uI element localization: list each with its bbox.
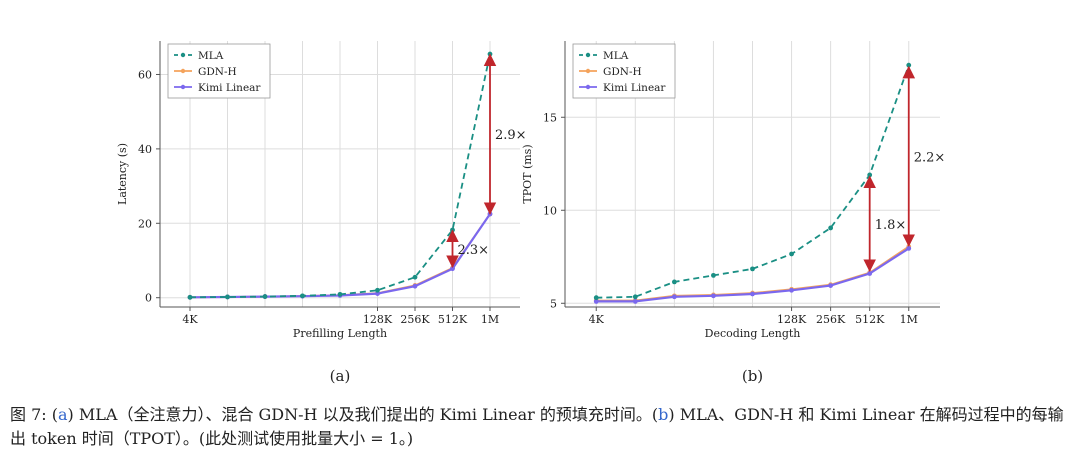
- data-point-mla: [300, 293, 305, 299]
- caption-part-a: ) MLA（全注意力）、混合 GDN-H 以及我们提出的 Kimi Linear…: [67, 405, 659, 424]
- data-point-mla: [750, 266, 755, 272]
- legend-marker-kimi-linear: [180, 84, 186, 90]
- caption-part-b: ) MLA、GDN-H 和 Kimi Linear 在解码过程中的每输出 tok…: [10, 405, 1064, 448]
- data-point-kimi-linear: [671, 294, 677, 300]
- x-tick-label: 512K: [855, 313, 885, 326]
- data-point-kimi-linear: [412, 283, 418, 289]
- data-point-mla: [906, 62, 912, 68]
- x-tick-label: 128K: [777, 313, 807, 326]
- y-tick-label: 20: [138, 217, 152, 230]
- x-tick-label: 4K: [182, 313, 198, 326]
- speedup-label: 2.3×: [458, 243, 490, 258]
- x-tick-label: 128K: [363, 313, 393, 326]
- y-tick-label: 40: [138, 143, 152, 156]
- data-point-mla: [375, 287, 380, 293]
- legend-label-kimi-linear: Kimi Linear: [198, 82, 261, 94]
- y-tick-label: 5: [550, 297, 557, 310]
- x-axis-label: Decoding Length: [705, 327, 801, 340]
- y-tick-label: 0: [145, 292, 152, 305]
- legend-label-gdn-h: GDN-H: [198, 66, 237, 78]
- data-point-kimi-linear: [906, 246, 912, 251]
- data-point-mla: [187, 294, 193, 300]
- legend-marker-mla: [585, 52, 591, 58]
- data-point-mla: [225, 294, 230, 300]
- data-point-kimi-linear: [593, 299, 599, 304]
- data-point-kimi-linear: [375, 291, 380, 297]
- legend-marker-gdn-h: [180, 68, 186, 74]
- speedup-label: 1.8×: [875, 218, 907, 233]
- legend-marker-gdn-h: [585, 68, 591, 74]
- legend-marker-kimi-linear: [585, 84, 591, 90]
- data-point-mla: [711, 272, 716, 278]
- x-tick-label: 256K: [400, 313, 430, 326]
- data-point-mla: [593, 295, 599, 301]
- data-point-mla: [671, 279, 677, 285]
- y-tick-label: 15: [543, 111, 557, 124]
- speedup-label: 2.9×: [495, 128, 527, 143]
- chart-panel-a: 0 20 40 60 4K 128K 256K 512K 1M Prefilling Length…: [116, 41, 527, 385]
- caption-prefix: 图 7: (: [10, 405, 58, 424]
- x-tick-label: 1M: [481, 313, 499, 326]
- panel-label: (a): [330, 367, 351, 385]
- data-point-kimi-linear: [867, 271, 873, 276]
- panel-label: (b): [742, 367, 763, 385]
- y-tick-label: 60: [138, 68, 152, 81]
- data-point-mla: [337, 291, 343, 297]
- data-point-kimi-linear: [789, 287, 794, 293]
- figure: 0 20 40 60 4K 128K 256K 512K 1M Prefilling Length…: [116, 41, 945, 385]
- y-tick-label: 10: [543, 204, 557, 217]
- data-point-mla: [867, 172, 873, 178]
- data-point-mla: [412, 274, 418, 280]
- data-point-kimi-linear: [450, 266, 455, 272]
- data-point-mla: [632, 294, 638, 300]
- y-axis-label: Latency (s): [116, 143, 129, 205]
- speedup-label: 2.2×: [914, 150, 946, 165]
- data-point-kimi-linear: [750, 291, 755, 297]
- legend-label-mla: MLA: [198, 50, 224, 62]
- data-point-kimi-linear: [828, 283, 834, 289]
- chart-panel-b: 5 10 15 4K 128K 256K 512K 1M Decoding Length TPOT…: [521, 41, 945, 385]
- x-axis-label: Prefilling Length: [293, 327, 387, 340]
- x-tick-label: 4K: [589, 313, 605, 326]
- data-point-mla: [789, 251, 794, 257]
- caption-ref-b-link[interactable]: b: [658, 405, 669, 424]
- legend-label-gdn-h: GDN-H: [603, 66, 642, 78]
- caption-ref-a-link[interactable]: a: [58, 405, 68, 424]
- x-tick-label: 256K: [816, 313, 846, 326]
- legend-label-kimi-linear: Kimi Linear: [603, 82, 666, 94]
- data-point-kimi-linear: [711, 293, 716, 299]
- x-tick-label: 1M: [900, 313, 918, 326]
- x-tick-label: 512K: [438, 313, 468, 326]
- legend-marker-mla: [180, 52, 186, 58]
- figure-caption: 图 7: (a) MLA（全注意力）、混合 GDN-H 以及我们提出的 Kimi…: [10, 403, 1072, 451]
- data-point-mla: [828, 225, 834, 231]
- data-point-mla: [262, 294, 268, 299]
- y-axis-label: TPOT (ms): [521, 144, 534, 203]
- legend-label-mla: MLA: [603, 50, 629, 62]
- data-point-kimi-linear: [632, 299, 638, 304]
